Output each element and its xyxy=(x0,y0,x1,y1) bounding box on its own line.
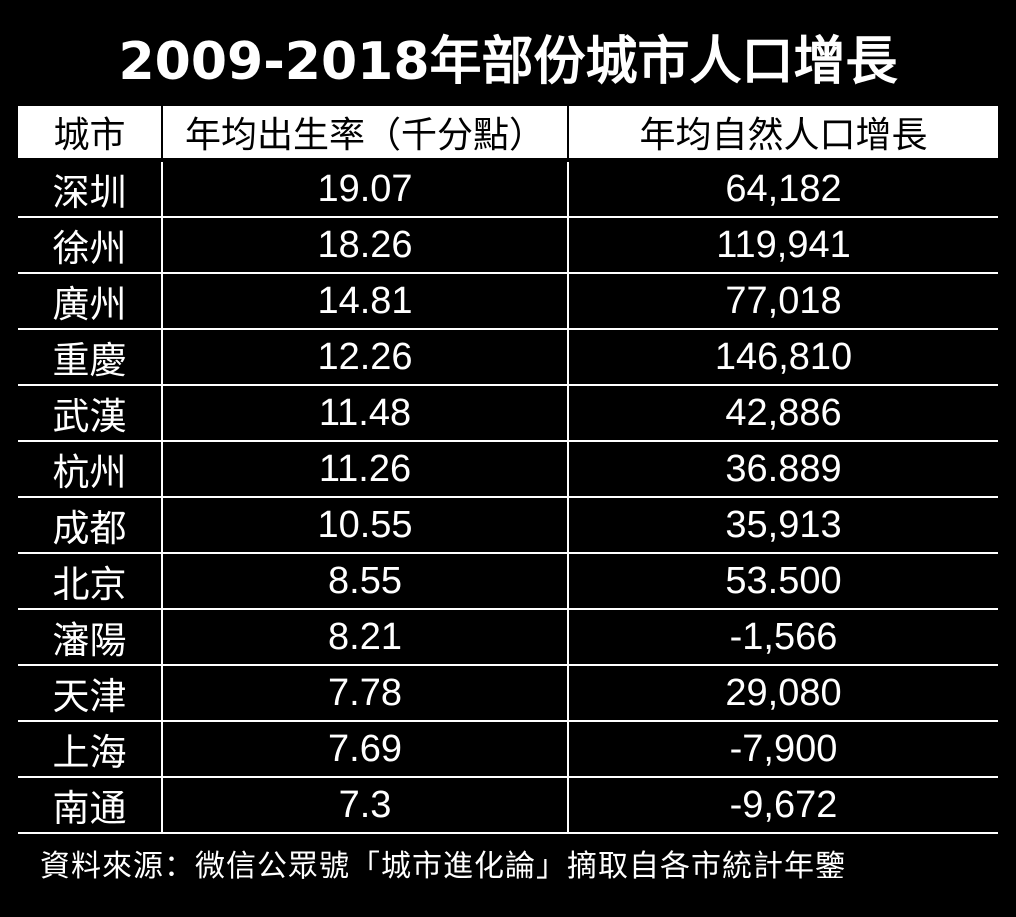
birth-rate-cell: 19.07 xyxy=(161,162,567,216)
birth-rate-cell: 7.3 xyxy=(161,778,567,832)
table-row: 重慶 12.26 146,810 xyxy=(18,330,998,386)
table-row: 徐州 18.26 119,941 xyxy=(18,218,998,274)
column-header-growth: 年均自然人口增長 xyxy=(567,106,998,158)
chart-title: 2009-2018年部份城市人口增長 xyxy=(118,32,898,92)
growth-cell: 29,080 xyxy=(567,666,998,720)
table-row: 廣州 14.81 77,018 xyxy=(18,274,998,330)
growth-cell: 146,810 xyxy=(567,330,998,384)
city-cell: 瀋陽 xyxy=(52,619,127,662)
city-cell: 廣州 xyxy=(52,283,127,326)
city-cell: 南通 xyxy=(52,787,127,830)
growth-cell: 35,913 xyxy=(567,498,998,552)
table-row: 上海 7.69 -7,900 xyxy=(18,722,998,778)
birth-rate-cell: 18.26 xyxy=(161,218,567,272)
growth-cell: 77,018 xyxy=(567,274,998,328)
table-row: 北京 8.55 53.500 xyxy=(18,554,998,610)
city-cell: 重慶 xyxy=(52,339,127,382)
city-cell: 深圳 xyxy=(52,171,127,214)
table-body: 深圳 19.07 64,182 徐州 18.26 119,941 廣州 14.81 77,018… xyxy=(18,162,998,834)
table-row: 南通 7.3 -9,672 xyxy=(18,778,998,834)
column-header-birth-rate: 年均出生率（千分點） xyxy=(161,106,567,158)
table-header-row: 城市 年均出生率（千分點） 年均自然人口增長 xyxy=(18,106,998,158)
table-row: 武漢 11.48 42,886 xyxy=(18,386,998,442)
growth-cell: 42,886 xyxy=(567,386,998,440)
city-cell: 成都 xyxy=(52,507,127,550)
birth-rate-cell: 7.69 xyxy=(161,722,567,776)
table-row: 深圳 19.07 64,182 xyxy=(18,162,998,218)
birth-rate-cell: 8.55 xyxy=(161,554,567,608)
growth-cell: 36.889 xyxy=(567,442,998,496)
source-note: 資料來源：微信公眾號「城市進化論」摘取自各市統計年鑒 xyxy=(40,849,846,884)
table-row: 成都 10.55 35,913 xyxy=(18,498,998,554)
birth-rate-cell: 12.26 xyxy=(161,330,567,384)
birth-rate-cell: 10.55 xyxy=(161,498,567,552)
city-cell: 上海 xyxy=(52,731,127,774)
data-table: 城市 年均出生率（千分點） 年均自然人口增長 深圳 19.07 64,182 徐州 18… xyxy=(18,106,998,834)
city-cell: 徐州 xyxy=(52,227,127,270)
city-cell: 天津 xyxy=(52,675,127,718)
birth-rate-cell: 7.78 xyxy=(161,666,567,720)
birth-rate-cell: 11.48 xyxy=(161,386,567,440)
table-row: 杭州 11.26 36.889 xyxy=(18,442,998,498)
city-cell: 北京 xyxy=(52,563,127,606)
column-header-city: 城市 xyxy=(53,115,126,156)
growth-cell: -9,672 xyxy=(567,778,998,832)
city-cell: 武漢 xyxy=(52,395,127,438)
birth-rate-cell: 11.26 xyxy=(161,442,567,496)
city-cell: 杭州 xyxy=(52,451,127,494)
table-row: 瀋陽 8.21 -1,566 xyxy=(18,610,998,666)
birth-rate-cell: 14.81 xyxy=(161,274,567,328)
table-row: 天津 7.78 29,080 xyxy=(18,666,998,722)
growth-cell: 64,182 xyxy=(567,162,998,216)
growth-cell: -7,900 xyxy=(567,722,998,776)
growth-cell: 119,941 xyxy=(567,218,998,272)
growth-cell: 53.500 xyxy=(567,554,998,608)
growth-cell: -1,566 xyxy=(567,610,998,664)
birth-rate-cell: 8.21 xyxy=(161,610,567,664)
